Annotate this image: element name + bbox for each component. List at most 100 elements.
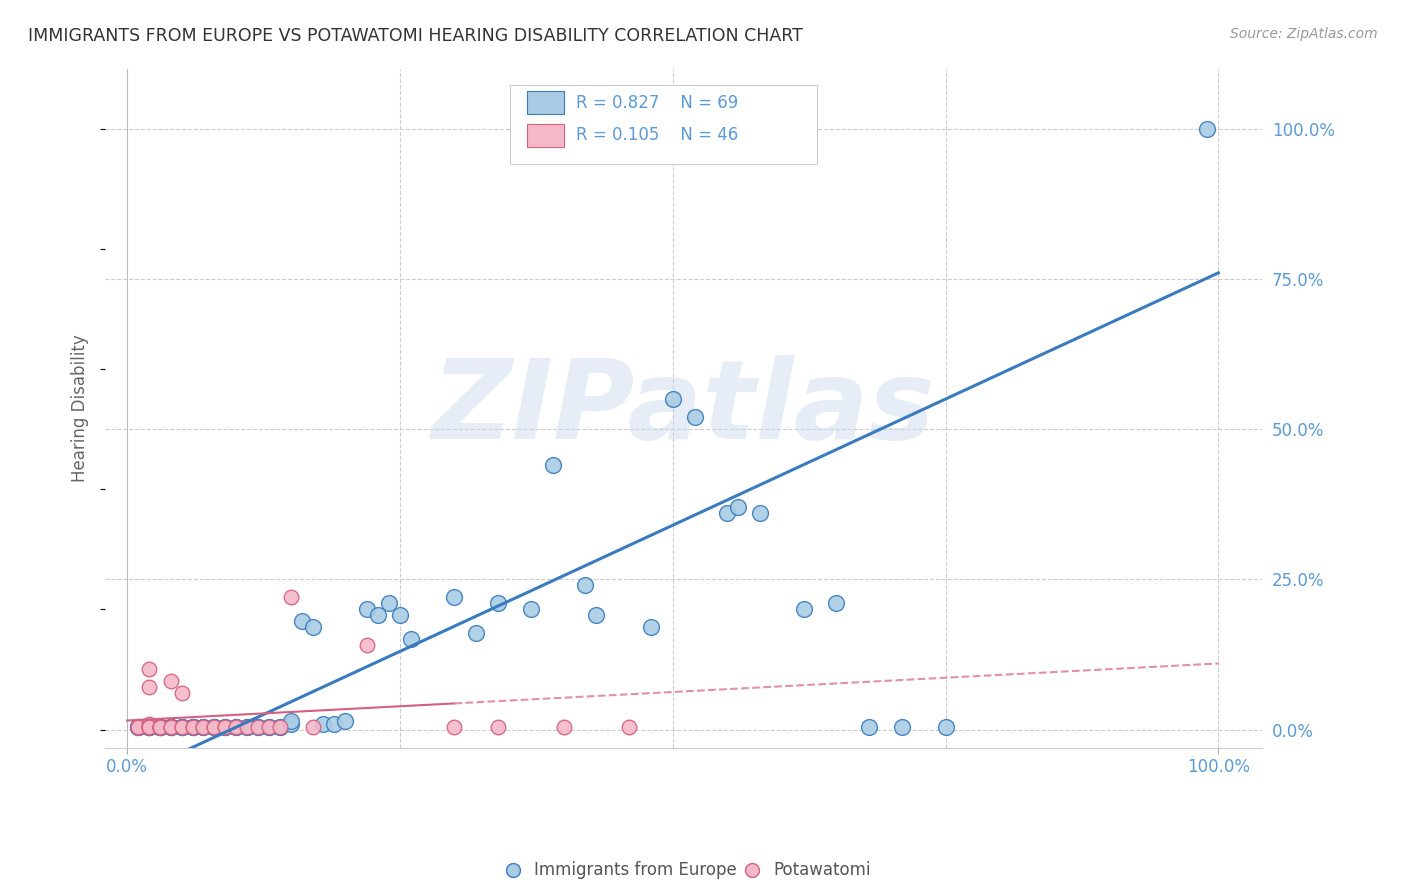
- Point: [149, 720, 172, 734]
- Point: [138, 720, 160, 734]
- Point: [214, 720, 236, 734]
- Point: [193, 720, 215, 734]
- Point: [149, 720, 172, 734]
- Point: [170, 686, 193, 700]
- Point: [202, 720, 225, 734]
- Point: [246, 720, 269, 734]
- Point: [138, 720, 160, 734]
- FancyBboxPatch shape: [527, 124, 564, 147]
- Point: [749, 506, 772, 520]
- Point: [149, 720, 172, 734]
- Point: [443, 591, 465, 605]
- Point: [214, 720, 236, 734]
- Point: [246, 720, 269, 734]
- Point: [159, 674, 181, 689]
- Point: [465, 626, 488, 640]
- Point: [236, 720, 259, 734]
- Point: [149, 720, 172, 734]
- Point: [149, 720, 172, 734]
- Point: [356, 602, 378, 616]
- Point: [214, 720, 236, 734]
- Point: [159, 720, 181, 734]
- Point: [553, 720, 575, 734]
- FancyBboxPatch shape: [510, 86, 817, 163]
- Point: [640, 620, 662, 634]
- Point: [683, 410, 706, 425]
- Point: [149, 720, 172, 734]
- Point: [661, 392, 683, 406]
- Point: [127, 720, 149, 734]
- Text: ZIPatlas: ZIPatlas: [432, 354, 935, 461]
- Point: [378, 596, 401, 610]
- Point: [202, 720, 225, 734]
- Point: [617, 720, 640, 734]
- Point: [159, 720, 181, 734]
- Point: [170, 720, 193, 734]
- Point: [193, 720, 215, 734]
- Point: [486, 720, 509, 734]
- Point: [122, 723, 145, 737]
- Point: [159, 720, 181, 734]
- Point: [269, 720, 291, 734]
- Point: [138, 716, 160, 731]
- Text: Potawatomi: Potawatomi: [773, 861, 870, 879]
- Point: [193, 720, 215, 734]
- Point: [280, 716, 302, 731]
- Point: [149, 720, 172, 734]
- Point: [246, 720, 269, 734]
- Point: [323, 716, 346, 731]
- Point: [202, 720, 225, 734]
- Point: [367, 608, 389, 623]
- Point: [149, 720, 172, 734]
- Point: [149, 720, 172, 734]
- Point: [127, 720, 149, 734]
- Point: [716, 506, 738, 520]
- Point: [574, 578, 596, 592]
- Point: [181, 720, 204, 734]
- Point: [127, 720, 149, 734]
- Point: [541, 458, 564, 472]
- Point: [181, 720, 204, 734]
- Point: [149, 720, 172, 734]
- Point: [159, 720, 181, 734]
- Point: [159, 720, 181, 734]
- Point: [202, 720, 225, 734]
- Point: [443, 720, 465, 734]
- Point: [138, 663, 160, 677]
- Point: [181, 720, 204, 734]
- Point: [486, 596, 509, 610]
- Point: [399, 632, 422, 647]
- Point: [257, 720, 280, 734]
- Point: [1197, 121, 1219, 136]
- Point: [170, 720, 193, 734]
- Point: [585, 608, 607, 623]
- Point: [291, 615, 314, 629]
- Point: [149, 720, 172, 734]
- Point: [138, 720, 160, 734]
- Point: [138, 720, 160, 734]
- Point: [193, 720, 215, 734]
- Point: [520, 602, 543, 616]
- Point: [727, 500, 749, 515]
- Point: [202, 720, 225, 734]
- Point: [225, 720, 247, 734]
- Point: [280, 591, 302, 605]
- Point: [127, 720, 149, 734]
- Point: [127, 720, 149, 734]
- Text: IMMIGRANTS FROM EUROPE VS POTAWATOMI HEARING DISABILITY CORRELATION CHART: IMMIGRANTS FROM EUROPE VS POTAWATOMI HEA…: [28, 27, 803, 45]
- Point: [214, 720, 236, 734]
- Point: [181, 720, 204, 734]
- Point: [170, 720, 193, 734]
- Text: R = 0.827    N = 69: R = 0.827 N = 69: [576, 94, 738, 112]
- Text: Source: ZipAtlas.com: Source: ZipAtlas.com: [1230, 27, 1378, 41]
- Point: [858, 720, 880, 734]
- Point: [388, 608, 411, 623]
- Point: [127, 720, 149, 734]
- Point: [225, 720, 247, 734]
- Point: [257, 720, 280, 734]
- Point: [159, 720, 181, 734]
- Text: R = 0.105    N = 46: R = 0.105 N = 46: [576, 127, 738, 145]
- Point: [335, 714, 357, 728]
- Point: [890, 720, 912, 734]
- Point: [269, 720, 291, 734]
